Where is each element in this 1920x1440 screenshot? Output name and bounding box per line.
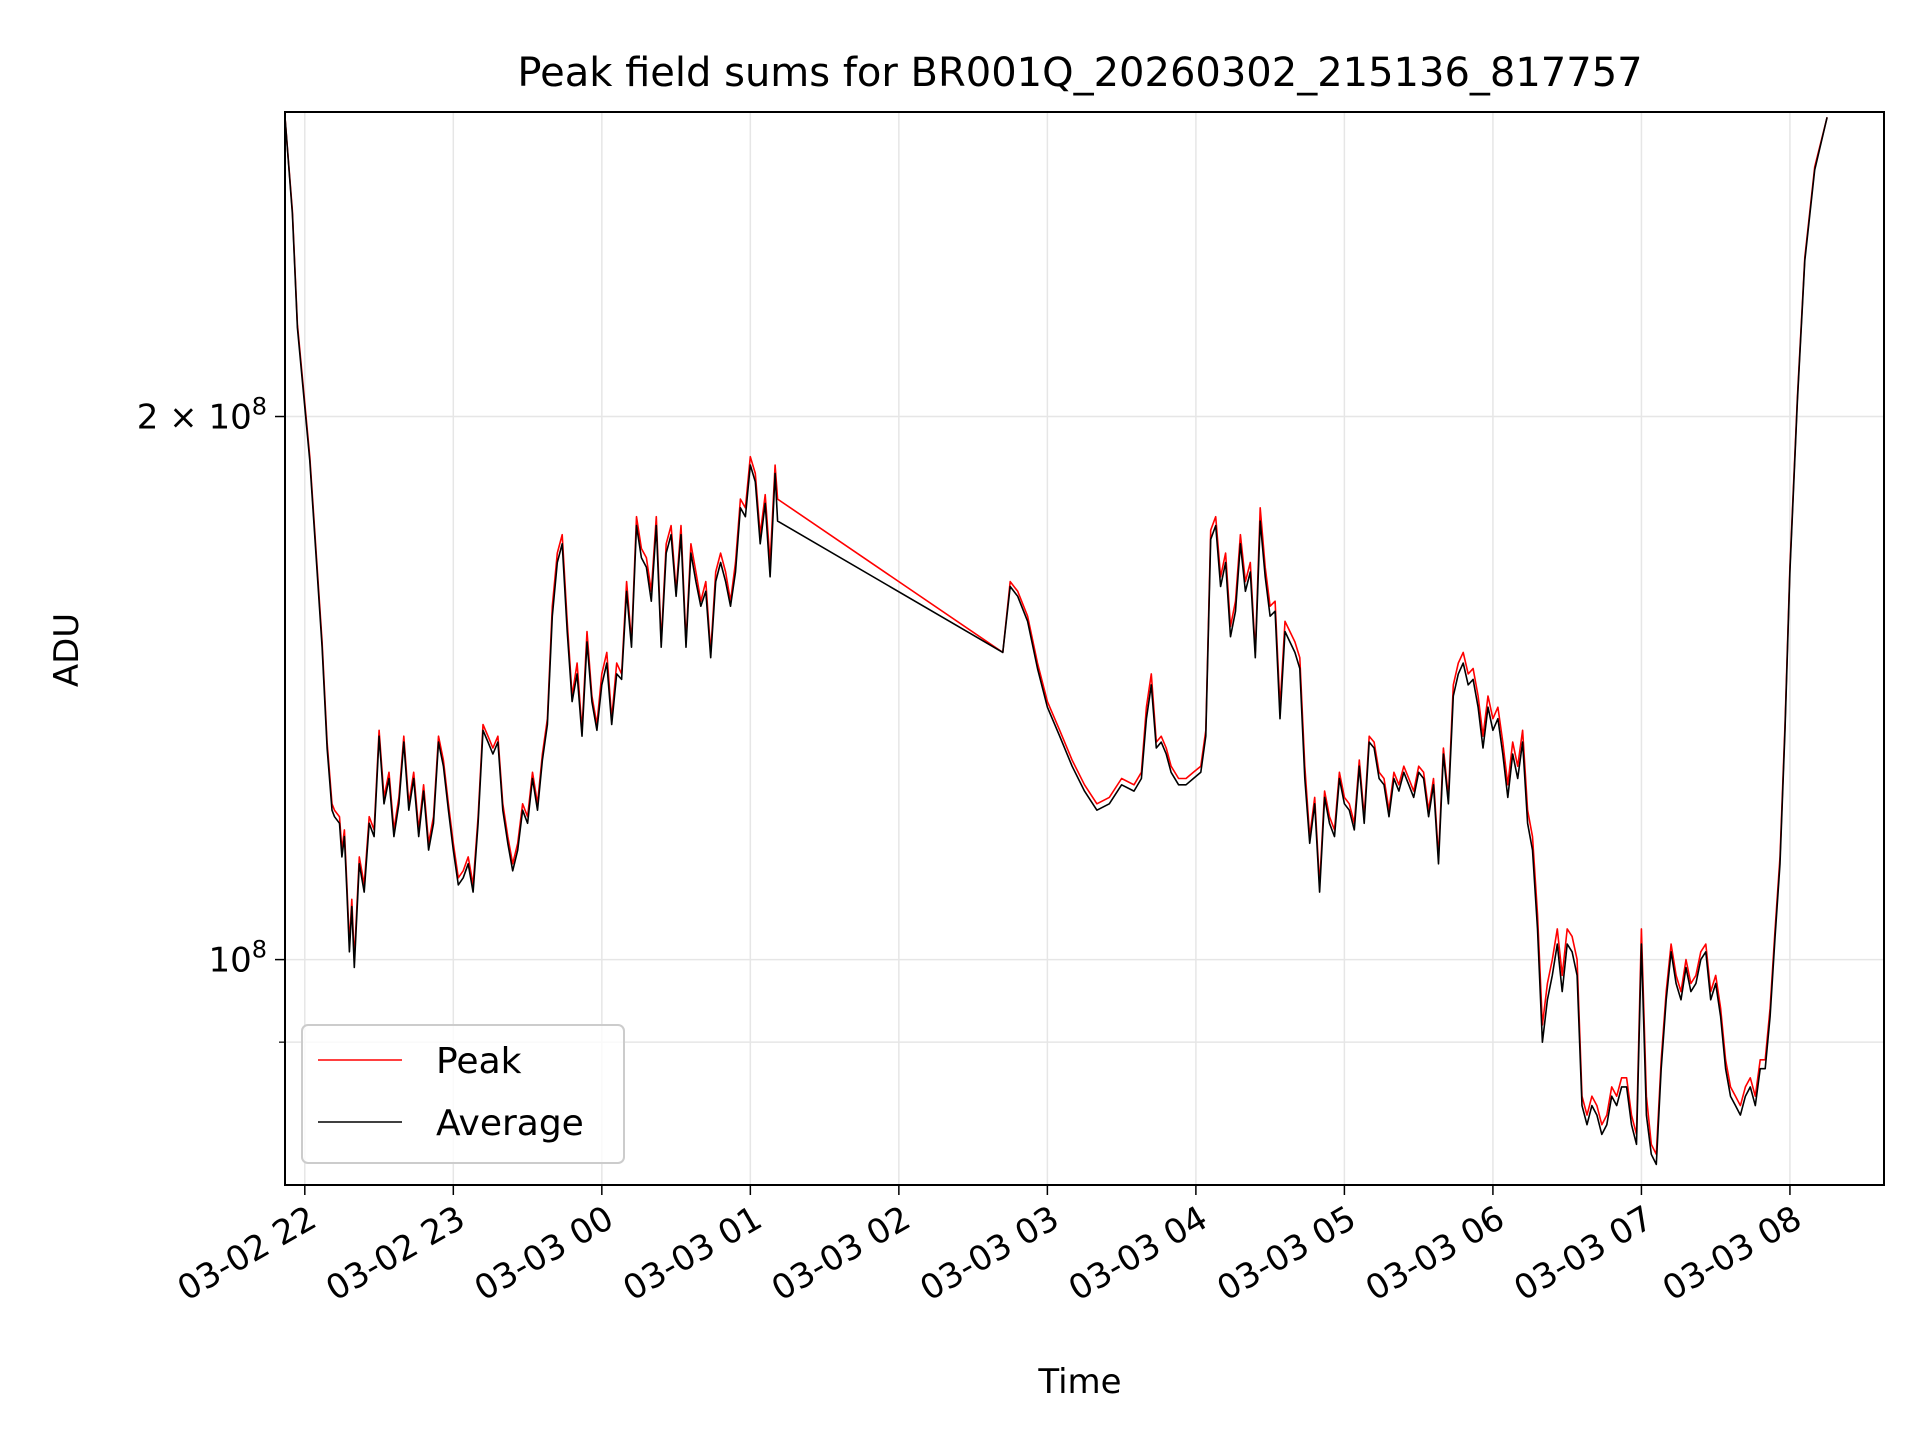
series-line-average: [284, 117, 1828, 1166]
plot-frame: [284, 111, 1885, 1186]
chart-title: Peak field sums for BR001Q_20260302_2151…: [517, 50, 1642, 96]
y-tick-label: 2 × 108: [137, 393, 267, 438]
legend-label-peak: Peak: [436, 1041, 522, 1082]
series-layer: [284, 117, 1828, 1166]
series-line-peak: [284, 117, 1828, 1156]
x-axis-label: Time: [1037, 1362, 1121, 1402]
legend-label-average: Average: [436, 1103, 584, 1144]
legend: Peak Average: [301, 1024, 625, 1164]
y-tick-label: 108: [208, 936, 267, 981]
y-axis: 108 2 × 108: [137, 393, 285, 1043]
grid: [285, 112, 1884, 1185]
y-axis-label: ADU: [47, 613, 87, 687]
